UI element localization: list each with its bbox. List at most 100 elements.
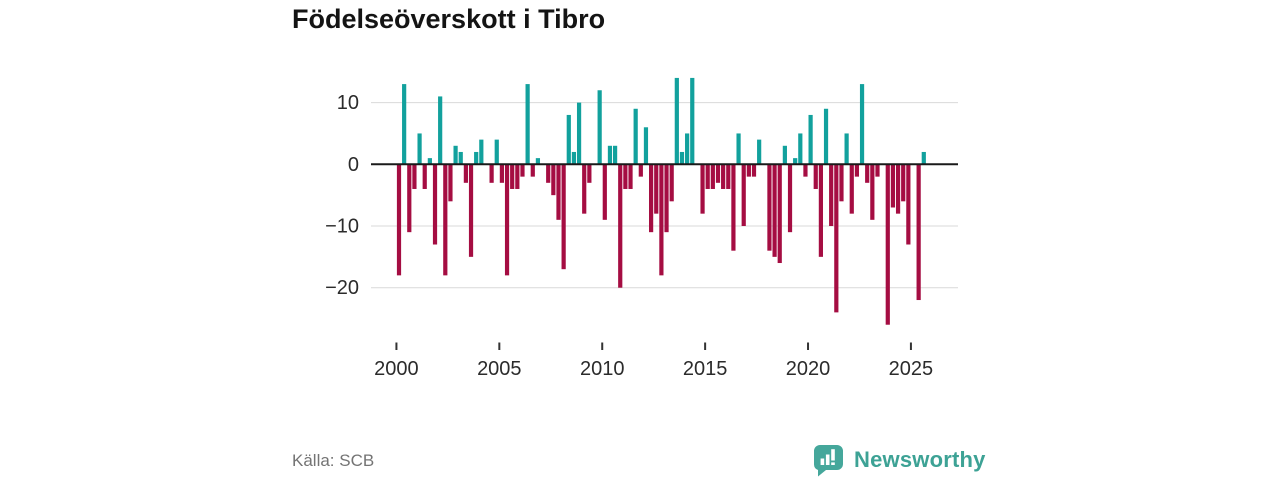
bar xyxy=(757,139,762,165)
bar xyxy=(535,158,541,165)
bar xyxy=(710,164,715,189)
bar xyxy=(818,164,823,257)
bar xyxy=(510,164,515,189)
bar xyxy=(612,145,618,165)
newsworthy-logo-icon xyxy=(814,445,843,477)
bar xyxy=(751,164,757,177)
bar xyxy=(849,164,854,214)
y-axis-tick-label: −20 xyxy=(325,277,359,299)
bar xyxy=(515,164,520,189)
bar xyxy=(916,164,921,301)
x-axis-tick-label: 2020 xyxy=(786,358,831,380)
bar xyxy=(921,151,926,165)
bar xyxy=(865,164,870,183)
x-axis-tick-label: 2005 xyxy=(477,358,522,380)
bar xyxy=(808,114,813,165)
bar xyxy=(422,164,427,189)
bar xyxy=(659,164,664,276)
bar xyxy=(396,164,402,276)
bar xyxy=(504,164,510,276)
bar xyxy=(623,164,628,189)
bar xyxy=(685,133,690,165)
y-axis-tick-label: 10 xyxy=(337,92,359,114)
bar xyxy=(741,164,746,226)
y-axis-tick-label: −10 xyxy=(325,216,359,238)
bar xyxy=(767,164,772,251)
bar xyxy=(700,164,705,214)
x-axis-tick-label: 2000 xyxy=(374,358,419,380)
bar xyxy=(736,133,741,165)
bar xyxy=(798,133,803,165)
bar xyxy=(839,164,844,202)
bar xyxy=(726,164,731,189)
bar xyxy=(793,158,798,165)
bar xyxy=(823,108,829,165)
bar xyxy=(870,164,875,220)
bar xyxy=(602,164,607,220)
bar xyxy=(499,164,504,183)
bar xyxy=(787,164,793,233)
bar xyxy=(556,164,561,220)
bar xyxy=(448,164,453,202)
bar xyxy=(731,164,736,251)
bar xyxy=(777,164,782,264)
bar xyxy=(530,164,535,177)
bar xyxy=(669,164,674,202)
bar xyxy=(746,164,751,177)
bar xyxy=(834,164,839,313)
branding-name: Newsworthy xyxy=(854,447,986,472)
bar xyxy=(546,164,551,183)
bar xyxy=(649,164,654,233)
bar xyxy=(571,151,577,165)
bar xyxy=(489,164,494,183)
bar xyxy=(890,164,896,208)
y-axis-tick-label: 0 xyxy=(348,154,359,176)
bar xyxy=(474,151,479,165)
bar xyxy=(844,133,849,165)
bar xyxy=(628,164,633,189)
bar xyxy=(520,164,525,177)
bar xyxy=(643,127,649,165)
bar xyxy=(813,164,818,189)
page-title: Födelseöverskott i Tibro xyxy=(292,4,606,34)
bar xyxy=(597,90,602,165)
bar xyxy=(607,145,613,165)
bar xyxy=(690,77,695,165)
bar xyxy=(885,164,890,325)
bar xyxy=(417,133,422,165)
bar xyxy=(443,164,448,276)
bar xyxy=(458,151,463,165)
bar xyxy=(715,164,721,183)
bar xyxy=(895,164,901,214)
bar xyxy=(463,164,468,183)
bar xyxy=(566,114,571,165)
bar xyxy=(901,164,906,202)
source-label: Källa: SCB xyxy=(292,451,375,470)
bar xyxy=(906,164,911,245)
bar xyxy=(721,164,726,189)
bar xyxy=(618,164,623,288)
bar xyxy=(453,145,458,165)
x-axis-tick-label: 2015 xyxy=(683,358,728,380)
branding: Newsworthy xyxy=(812,443,986,477)
bar xyxy=(525,84,530,165)
bar xyxy=(412,164,417,189)
bar xyxy=(803,164,808,177)
bar xyxy=(551,164,556,196)
bar xyxy=(705,164,710,189)
bar xyxy=(582,164,587,214)
bar xyxy=(576,102,582,165)
bar xyxy=(654,164,659,214)
bar xyxy=(402,84,407,165)
bar xyxy=(664,164,669,233)
bar xyxy=(772,164,777,257)
bar xyxy=(859,84,865,165)
x-axis-tick-label: 2025 xyxy=(889,358,934,380)
bar xyxy=(782,145,787,165)
bar xyxy=(479,139,484,165)
bar xyxy=(875,164,880,177)
bar xyxy=(561,164,566,270)
bar xyxy=(494,139,499,165)
